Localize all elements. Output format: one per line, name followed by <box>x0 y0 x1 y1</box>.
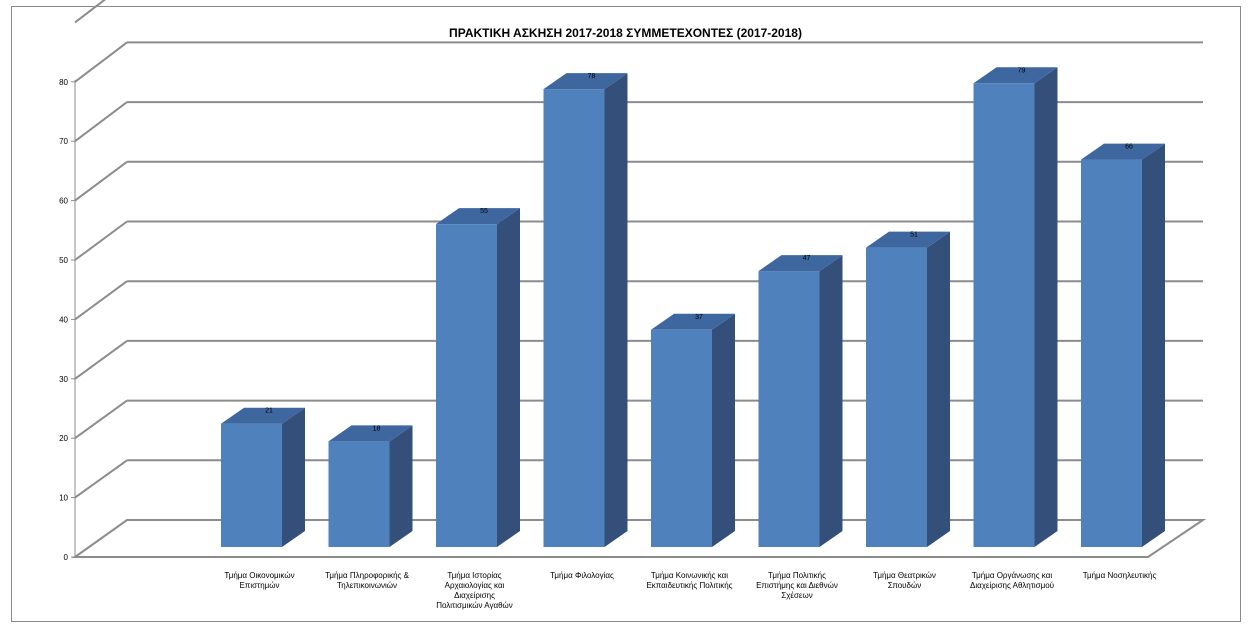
bar <box>973 67 1058 548</box>
gridline-side <box>74 280 128 321</box>
data-label: 51 <box>910 232 918 239</box>
bar-side <box>819 255 843 548</box>
x-tick-label: Εκπαιδευτικής Πολιτικής <box>646 581 732 590</box>
bar-front <box>543 89 605 547</box>
bar-front <box>328 441 390 547</box>
y-tick-label: 60 <box>59 197 68 206</box>
bar <box>866 231 950 547</box>
gridline-side <box>74 220 128 261</box>
gridline-side <box>74 340 128 380</box>
y-tick-label: 20 <box>59 434 68 443</box>
x-tick-label: Τμήμα Οικονομικών <box>224 571 294 580</box>
bar-top <box>651 313 735 330</box>
data-labels: 21 18 55 78 37 47 51 79 66 <box>265 67 1133 432</box>
data-label: 47 <box>803 255 811 262</box>
bar-side <box>927 231 950 547</box>
gridline-side <box>74 41 128 83</box>
bar-top <box>328 425 413 442</box>
x-tick-label: Τμήμα Πληροφορικής & <box>325 571 410 580</box>
bar-side <box>1034 67 1058 548</box>
chart-title: ΠΡΑΚΤΙΚΗ ΑΣΚΗΣΗ 2017-2018 ΣΥΜΜΕΤΕΧΟΝΤΕΣ … <box>449 26 802 40</box>
bars <box>221 67 1165 548</box>
chart-floor <box>71 519 1207 558</box>
bar-top <box>758 255 843 272</box>
bar-front <box>973 83 1035 548</box>
x-tick-label: Τηλεπικοινωνιών <box>337 581 397 590</box>
data-label: 55 <box>480 208 488 215</box>
x-tick-label: Τμήμα Θεατρικών <box>873 571 936 580</box>
bar <box>543 73 628 547</box>
bar <box>328 425 413 547</box>
bar-front <box>866 247 927 547</box>
x-tick-label: Τμήμα Νοσηλευτικής <box>1083 571 1157 580</box>
y-tick-label: 40 <box>59 315 68 324</box>
y-axis: 0 10 20 30 40 50 60 70 80 <box>59 78 76 562</box>
bar-top <box>543 73 628 90</box>
x-tick-label: Τμήμα Φιλολογίας <box>550 571 614 580</box>
y-tick-label: 30 <box>59 375 68 384</box>
x-tick-label: Τμήμα Οργάνωσης και <box>972 571 1052 580</box>
bar-front <box>758 271 820 547</box>
x-tick-label: Τμήμα Ιστορίας <box>447 571 501 580</box>
bar <box>758 255 843 548</box>
data-label: 66 <box>1125 144 1133 151</box>
bar <box>1081 143 1165 547</box>
y-tick-label: 50 <box>59 256 68 265</box>
data-label: 78 <box>588 73 596 80</box>
bar <box>221 407 305 547</box>
gridline-side <box>74 101 128 142</box>
gridline-side <box>74 459 128 499</box>
bar-side <box>1142 143 1165 547</box>
bar-top <box>436 208 520 225</box>
data-label: 18 <box>373 425 381 432</box>
x-tick-label: Διαχείρισης Αθλητισμού <box>970 581 1054 590</box>
y-tick-label: 10 <box>59 494 68 503</box>
bar-side <box>497 208 520 547</box>
bar-front <box>436 224 497 547</box>
x-tick-label: Επιστήμης και Διεθνών <box>756 581 838 590</box>
y-tick-label: 0 <box>64 553 69 562</box>
bar-top <box>221 407 305 424</box>
x-tick-label: Σπουδών <box>888 581 922 590</box>
x-tick-label: Τμήμα Πολιτικής <box>768 571 826 580</box>
x-tick-label: Αρχαιολογίας και <box>445 581 505 590</box>
gridline-side <box>74 399 128 440</box>
bar-top <box>973 67 1058 84</box>
bar-top <box>1081 143 1165 160</box>
bar-side <box>282 407 305 547</box>
data-label: 21 <box>265 408 273 415</box>
gridline-side <box>74 160 128 202</box>
bar-top <box>866 231 950 248</box>
y-tick-label: 80 <box>59 78 68 87</box>
x-tick-label: Τμήμα Κοινωνικής και <box>651 571 728 580</box>
data-label: 37 <box>695 314 703 321</box>
bar-front <box>651 329 712 547</box>
bar-front <box>1081 159 1142 547</box>
gridline-side <box>74 0 106 24</box>
bar <box>436 208 520 547</box>
bar-side <box>712 313 735 547</box>
bar-side <box>604 73 628 547</box>
x-tick-label: Διαχείρισης <box>454 591 495 600</box>
x-tick-label: Σχέσεων <box>781 591 812 600</box>
bar-side <box>389 425 413 547</box>
x-tick-label: Πολιτισμικών Αγαθών <box>436 601 513 610</box>
bar-front <box>221 423 282 547</box>
x-tick-label: Επιστημών <box>239 581 279 590</box>
bar <box>651 313 735 547</box>
y-tick-label: 70 <box>59 137 68 146</box>
data-label: 79 <box>1018 67 1026 74</box>
